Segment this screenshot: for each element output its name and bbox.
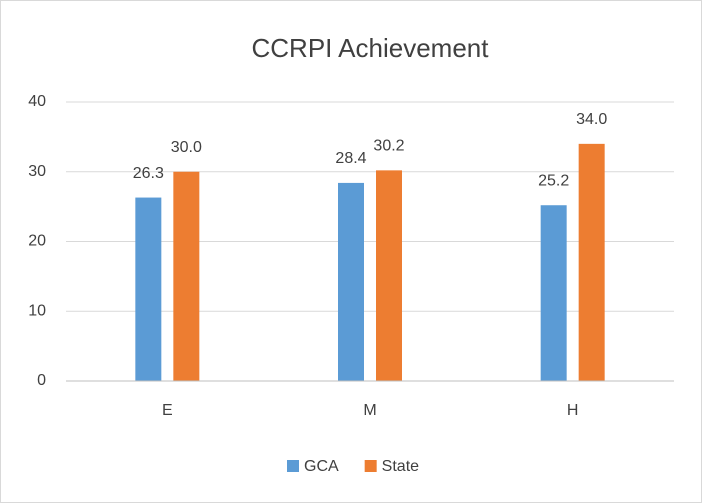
y-tick-label: 40 bbox=[28, 93, 46, 110]
bar bbox=[540, 205, 567, 381]
bar bbox=[135, 197, 162, 381]
legend-swatch bbox=[364, 460, 377, 472]
y-tick-label: 10 bbox=[28, 302, 46, 319]
value-label: 28.4 bbox=[335, 150, 366, 167]
value-label: 26.3 bbox=[133, 165, 164, 182]
bar bbox=[338, 182, 364, 381]
x-tick-label: E bbox=[162, 402, 173, 419]
legend-label: GCA bbox=[304, 458, 339, 475]
legend-label: State bbox=[382, 458, 419, 475]
legend-swatch bbox=[287, 460, 299, 472]
value-label: 30.0 bbox=[171, 139, 202, 156]
y-tick-label: 30 bbox=[28, 163, 46, 180]
bar bbox=[578, 143, 605, 381]
y-tick-label: 20 bbox=[28, 233, 46, 250]
x-tick-label: H bbox=[567, 402, 579, 419]
chart-title: CCRPI Achievement bbox=[252, 33, 490, 63]
x-tick-label: M bbox=[363, 402, 376, 419]
value-label: 25.2 bbox=[538, 172, 569, 189]
value-label: 34.0 bbox=[576, 111, 607, 128]
value-label: 30.2 bbox=[373, 138, 404, 155]
bar bbox=[173, 171, 200, 381]
bar bbox=[376, 170, 402, 381]
y-tick-label: 0 bbox=[37, 372, 46, 389]
